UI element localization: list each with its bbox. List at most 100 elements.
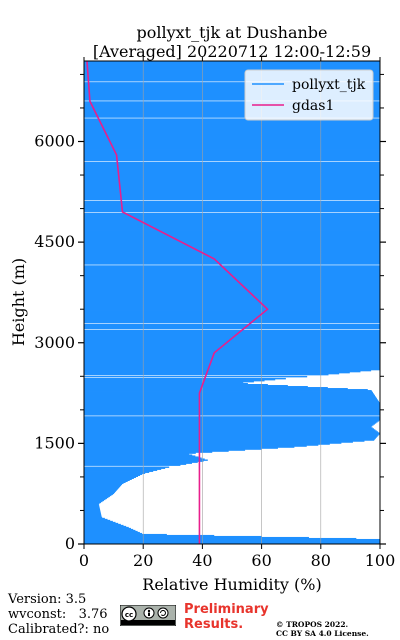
profile-bar (84, 395, 376, 397)
profile-bar (84, 99, 380, 101)
profile-bar (84, 79, 380, 81)
profile-bar (84, 130, 380, 132)
profile-bar (84, 524, 124, 527)
profile-bar (84, 464, 181, 466)
profile-bar (84, 296, 380, 298)
profile-bar (84, 438, 376, 440)
profile-bar (84, 216, 380, 219)
profile-bar (84, 513, 102, 516)
calibrated-text: Calibrated?: no (8, 622, 110, 637)
profile-bar (84, 285, 380, 287)
profile-bar (84, 75, 380, 77)
profile-bar (84, 175, 380, 178)
profile-bar (84, 503, 99, 506)
profile-bar (84, 244, 380, 246)
x-tick-label: 40 (192, 551, 212, 570)
profile-bar (84, 88, 380, 90)
profile-bar (84, 104, 380, 106)
profile-bar (84, 310, 380, 312)
profile-bar (84, 527, 131, 530)
profile-bar (84, 209, 380, 212)
profile-bar (84, 479, 130, 482)
profile-bar (84, 135, 380, 137)
profile-bar (84, 433, 380, 435)
profile-bar (84, 273, 380, 275)
profile-bar (84, 163, 380, 166)
profile-bar (84, 319, 380, 322)
profile-bar (84, 243, 380, 245)
profile-bar (84, 472, 146, 474)
profile-bar (84, 506, 100, 509)
profile-bar (84, 540, 380, 543)
profile-bar (84, 173, 380, 176)
pollyxt-profile (84, 61, 380, 544)
profile-bar (84, 227, 380, 229)
profile-bar (84, 441, 353, 443)
profile-bar (84, 481, 126, 484)
profile-bar (84, 184, 380, 187)
profile-bar (84, 113, 380, 115)
profile-bar (84, 507, 100, 510)
profile-bar (84, 157, 380, 160)
profile-bar (84, 390, 372, 392)
profile-bar (84, 496, 109, 499)
profile-bar (84, 280, 380, 282)
profile-bar (84, 176, 380, 179)
profile-bar (84, 254, 380, 256)
profile-bar (84, 183, 380, 186)
profile-bar (84, 518, 108, 521)
profile-bar (84, 212, 380, 215)
profile-bar (84, 295, 380, 297)
profile-bar (84, 92, 380, 94)
profile-bar (84, 339, 380, 342)
profile-bar (84, 459, 208, 461)
profile-bar (84, 428, 375, 430)
profile-bar (84, 250, 380, 252)
profile-bar (84, 246, 380, 248)
profile-bar (84, 208, 380, 211)
profile-bar (84, 312, 380, 314)
profile-bar (84, 151, 380, 153)
profile-bar (84, 97, 380, 99)
profile-bar (84, 413, 380, 415)
profile-bar (84, 542, 380, 544)
profile-bar (84, 453, 190, 455)
profile-bar (84, 400, 379, 402)
profile-bar (84, 492, 115, 495)
profile-bar (84, 265, 380, 267)
profile-bar (84, 424, 374, 426)
profile-bar (84, 458, 205, 460)
profile-bar (84, 493, 113, 496)
chart-title-line2: [Averaged] 20220712 12:00-12:59 (93, 42, 371, 61)
profile-bar (84, 220, 380, 223)
profile-bar (84, 195, 380, 198)
profile-bar (84, 231, 380, 233)
profile-bar (84, 398, 378, 400)
profile-bar (84, 502, 100, 505)
profile-bar (84, 172, 380, 175)
profile-bar (84, 427, 373, 429)
profile-bar (84, 490, 116, 493)
profile-bar (84, 62, 380, 64)
profile-bar (84, 368, 380, 371)
profile-bar (84, 416, 380, 418)
profile-bar (84, 371, 350, 374)
profile-bar (84, 446, 295, 448)
profile-bar (84, 497, 107, 500)
chart-title-line1: pollyxt_tjk at Dushanbe (136, 23, 327, 42)
profile-bar (84, 121, 380, 123)
profile-bar (84, 186, 380, 189)
profile-bar (84, 386, 308, 388)
profile-bar (84, 261, 380, 263)
profile-bar (84, 251, 380, 253)
copyright-line2: CC BY SA 4.0 License. (276, 629, 369, 638)
profile-bar (84, 317, 380, 319)
legend-label-pollyxt: pollyxt_tjk (292, 77, 366, 93)
profile-bar (84, 440, 365, 442)
profile-bar (84, 478, 132, 480)
version-text: Version: 3.5 (8, 592, 87, 607)
profile-bar (84, 283, 380, 285)
profile-bar (84, 467, 166, 469)
profile-bar (84, 136, 380, 138)
profile-bar (84, 408, 380, 410)
